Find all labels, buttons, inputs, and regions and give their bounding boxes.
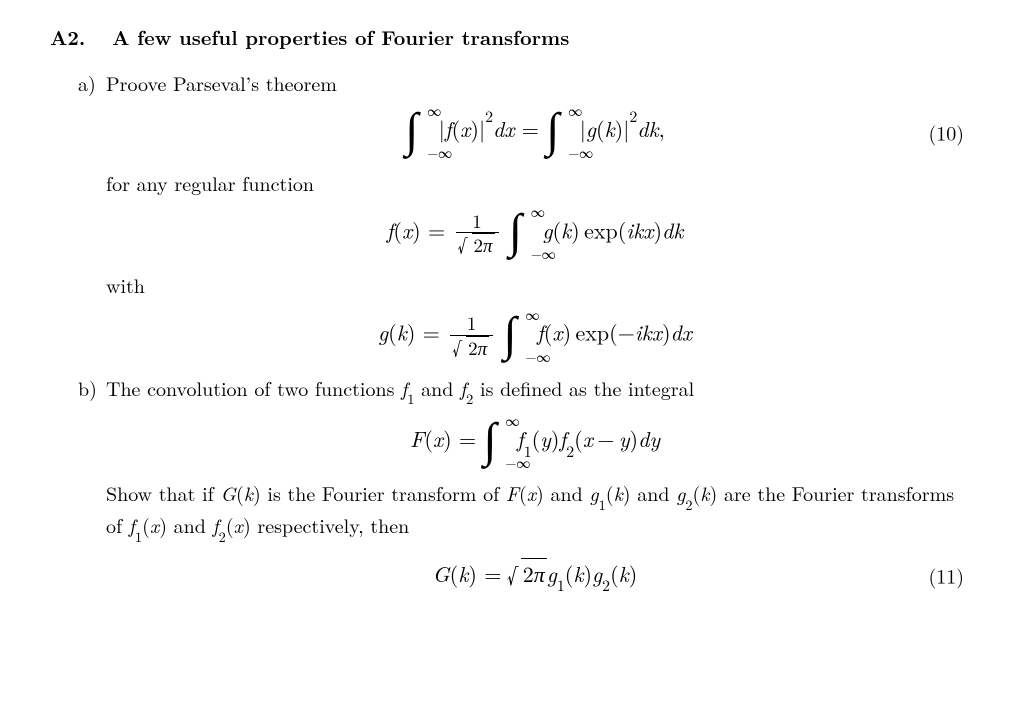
integral-icon: ∫ ∞ −∞: [483, 420, 496, 465]
item-list: a) Proove Parseval’s theorem ∫ ∞ −∞ |f(x…: [78, 69, 964, 592]
equation-number-11: (11): [928, 561, 964, 588]
integral-icon: ∫ ∞ −∞: [405, 110, 418, 155]
page: A2. A few useful properties of Fourier t…: [0, 0, 1014, 726]
equation-fx-row: f(x) = 1 2π ∫ ∞ −∞ g(k) exp(ikx)dk: [106, 210, 964, 258]
equation-Fx: F(x) = ∫ ∞ −∞ f1(y)f2(x − y)dy: [410, 420, 660, 465]
heading-label: A2.: [50, 22, 85, 51]
item-a-intro: Proove Parseval’s theorem: [106, 68, 337, 97]
heading-title: A few useful properties of Fourier trans…: [112, 22, 569, 51]
item-a-mid1: for any regular function: [106, 169, 964, 196]
equation-gk: g(k) = 1 2π ∫ ∞ −∞ f(x) exp(−ikx)dx: [378, 312, 692, 360]
item-b: b) The convolution of two functions f1 a…: [78, 374, 964, 592]
integral-icon: ∫ ∞ −∞: [509, 211, 522, 256]
equation-gk-row: g(k) = 1 2π ∫ ∞ −∞ f(x) exp(−ikx)dx: [106, 312, 964, 360]
fraction: 1 2π: [450, 312, 493, 360]
equation-fx: f(x) = 1 2π ∫ ∞ −∞ g(k) exp(ikx)dk: [387, 210, 684, 258]
item-a-label: a): [78, 69, 96, 96]
equation-11: G(k) = 2πg1(k)g2(k): [433, 558, 638, 592]
integral-icon: ∫ ∞ −∞: [546, 110, 559, 155]
equation-10-row: ∫ ∞ −∞ |f(x)|2dx = ∫ ∞ −∞ |g(k)|2dk, (10…: [106, 110, 964, 155]
equation-11-row: G(k) = 2πg1(k)g2(k) (11): [106, 558, 964, 592]
equation-number-10: (10): [928, 119, 964, 146]
item-b-intro: The convolution of two functions f1 and …: [106, 373, 694, 402]
fraction: 1 2π: [456, 210, 499, 258]
section-heading: A2. A few useful properties of Fourier t…: [50, 22, 964, 51]
equation-Fx-row: F(x) = ∫ ∞ −∞ f1(y)f2(x − y)dy: [106, 420, 964, 465]
item-a: a) Proove Parseval’s theorem ∫ ∞ −∞ |f(x…: [78, 69, 964, 360]
equation-10: ∫ ∞ −∞ |f(x)|2dx = ∫ ∞ −∞ |g(k)|2dk,: [405, 110, 665, 155]
item-b-label: b): [78, 374, 97, 401]
item-a-mid2: with: [106, 271, 964, 298]
item-b-show: Show that if G(k) is the Fourier transfo…: [106, 479, 964, 544]
integral-icon: ∫ ∞ −∞: [504, 314, 517, 359]
